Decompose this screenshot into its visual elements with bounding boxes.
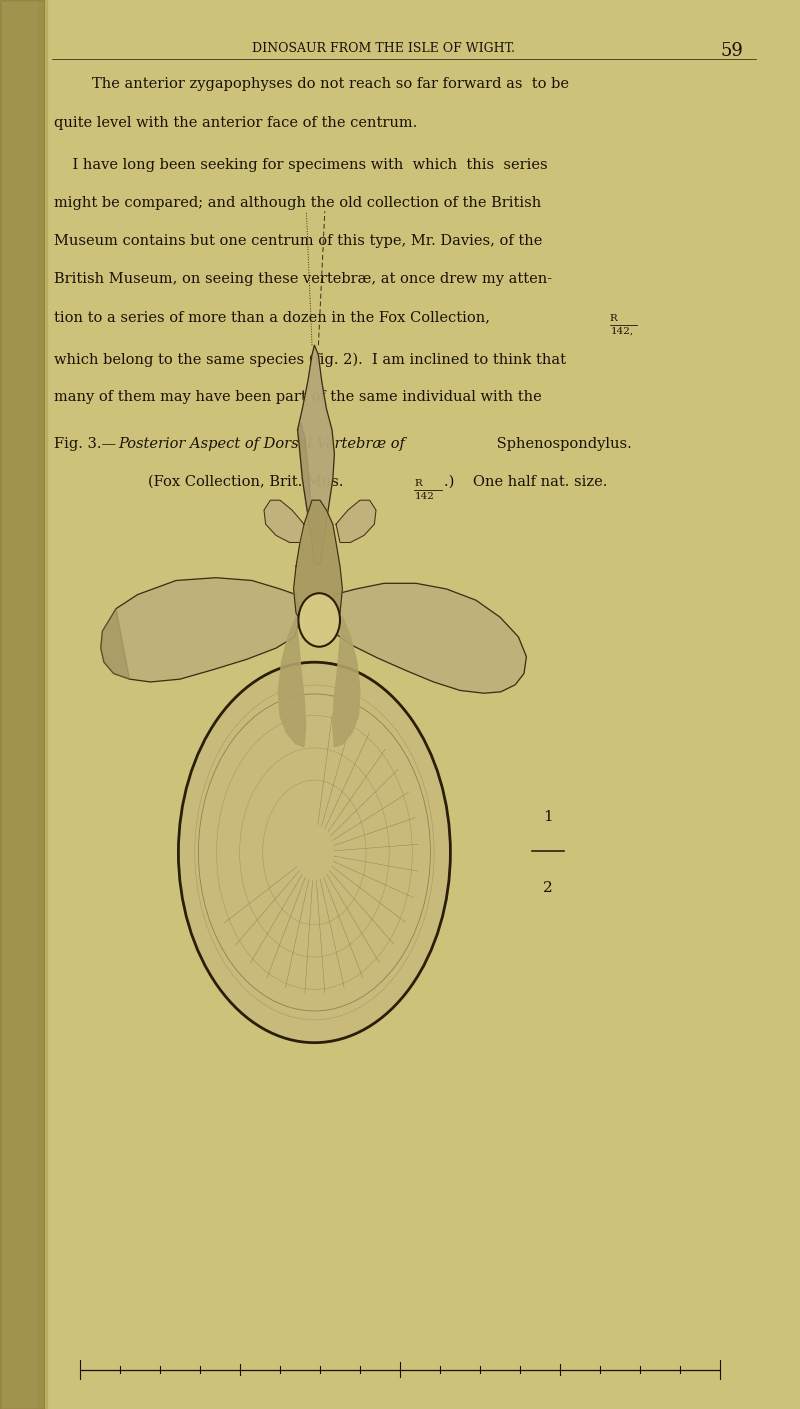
Text: Museum contains but one centrum of this type, Mr. Davies, of the: Museum contains but one centrum of this …	[54, 234, 542, 248]
Text: I have long been seeking for specimens with  which  this  series: I have long been seeking for specimens w…	[54, 158, 548, 172]
Bar	[38, 0, 47, 1409]
Polygon shape	[101, 578, 300, 682]
Text: DINOSAUR FROM THE ISLE OF WIGHT.: DINOSAUR FROM THE ISLE OF WIGHT.	[253, 42, 515, 55]
Text: 1: 1	[543, 810, 553, 824]
Text: tion to a series of more than a dozen in the Fox Collection,: tion to a series of more than a dozen in…	[54, 310, 490, 324]
Ellipse shape	[298, 593, 340, 647]
Polygon shape	[298, 423, 314, 564]
Polygon shape	[298, 345, 334, 564]
Text: .)    One half nat. size.: .) One half nat. size.	[444, 475, 607, 489]
Polygon shape	[101, 609, 130, 679]
Text: The anterior zygapophyses do not reach so far forward as  to be: The anterior zygapophyses do not reach s…	[92, 77, 569, 92]
Text: Sphenospondylus.: Sphenospondylus.	[492, 437, 632, 451]
Polygon shape	[278, 617, 306, 747]
Polygon shape	[333, 617, 360, 747]
Text: 142,: 142,	[611, 327, 634, 335]
Text: 142: 142	[415, 492, 435, 500]
Text: Fig. 3.—: Fig. 3.—	[54, 437, 117, 451]
Bar	[0, 0, 44, 1409]
Polygon shape	[330, 583, 526, 693]
Text: British Museum, on seeing these vertebræ, at once drew my atten-: British Museum, on seeing these vertebræ…	[54, 272, 553, 286]
Polygon shape	[264, 500, 304, 542]
Text: which belong to the same species (fig. 2).  I am inclined to think that: which belong to the same species (fig. 2…	[54, 352, 566, 366]
Text: quite level with the anterior face of the centrum.: quite level with the anterior face of th…	[54, 116, 418, 130]
Text: Posterior Aspect of Dorsal Vertebræ of: Posterior Aspect of Dorsal Vertebræ of	[118, 437, 406, 451]
Text: 2: 2	[543, 881, 553, 895]
Text: R: R	[414, 479, 422, 488]
Text: many of them may have been part of the same individual with the: many of them may have been part of the s…	[54, 390, 542, 404]
Text: might be compared; and although the old collection of the British: might be compared; and although the old …	[54, 196, 542, 210]
Text: (Fox Collection, Brit. Mus.: (Fox Collection, Brit. Mus.	[148, 475, 351, 489]
Polygon shape	[336, 500, 376, 542]
Text: R: R	[610, 314, 618, 323]
Text: 59: 59	[721, 42, 743, 61]
Ellipse shape	[178, 662, 450, 1043]
Polygon shape	[294, 500, 342, 640]
